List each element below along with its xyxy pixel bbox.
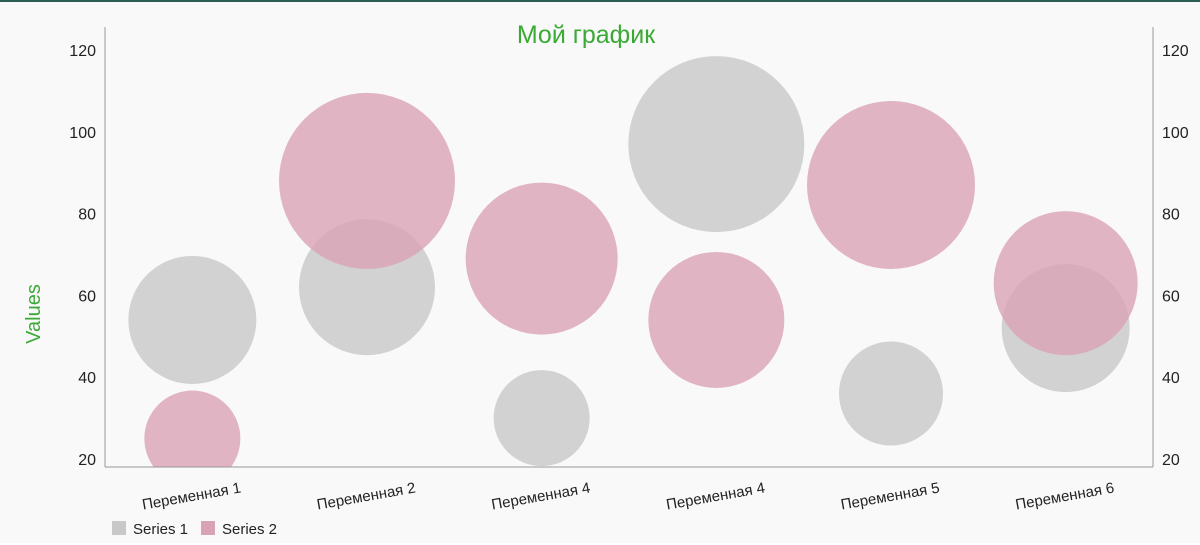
y-tick-left-60: 60 <box>78 288 96 305</box>
legend-label-series1: Series 1 <box>133 521 188 538</box>
bubble-series1-4 <box>628 56 805 233</box>
bubble-series2-4 <box>648 251 785 388</box>
bubble-series1-1 <box>128 255 257 384</box>
bubble-series2-3 <box>465 182 618 335</box>
y-tick-right-20: 20 <box>1162 452 1180 469</box>
x-tick-label-3: Переменная 4 <box>490 480 591 514</box>
y-axis-label: Values <box>23 284 45 344</box>
y-tick-right-40: 40 <box>1162 370 1180 387</box>
bubbles-group <box>128 56 1138 467</box>
bubble-series2-2 <box>279 92 455 269</box>
legend-swatch-series2 <box>201 521 215 535</box>
bubble-series1-3 <box>493 370 590 467</box>
chart-title: Мой график <box>517 21 656 49</box>
x-tick-label-1: Переменная 1 <box>141 480 242 514</box>
legend: Series 1 Series 2 <box>112 521 277 538</box>
y-tick-left-80: 80 <box>78 207 96 224</box>
y-tick-left-100: 100 <box>69 125 96 142</box>
bubble-series1-5 <box>839 341 943 446</box>
legend-swatch-series1 <box>112 521 126 535</box>
y-tick-left-120: 120 <box>69 43 96 60</box>
y-tick-right-60: 60 <box>1162 288 1180 305</box>
y-tick-left-40: 40 <box>78 370 96 387</box>
x-tick-label-6: Переменная 6 <box>1014 480 1115 514</box>
bubble-series2-5 <box>807 100 975 269</box>
y-tick-left-20: 20 <box>78 452 96 469</box>
x-tick-label-2: Переменная 2 <box>315 480 416 514</box>
x-tick-label-4: Переменная 4 <box>665 480 766 514</box>
y-tick-right-120: 120 <box>1162 43 1189 60</box>
legend-label-series2: Series 2 <box>222 521 277 538</box>
bubble-series2-1 <box>144 390 241 467</box>
plot-area <box>128 56 1138 467</box>
x-tick-label-5: Переменная 5 <box>839 480 940 514</box>
y-tick-right-80: 80 <box>1162 207 1180 224</box>
y-tick-right-100: 100 <box>1162 125 1189 142</box>
bubble-series2-6 <box>993 211 1138 356</box>
